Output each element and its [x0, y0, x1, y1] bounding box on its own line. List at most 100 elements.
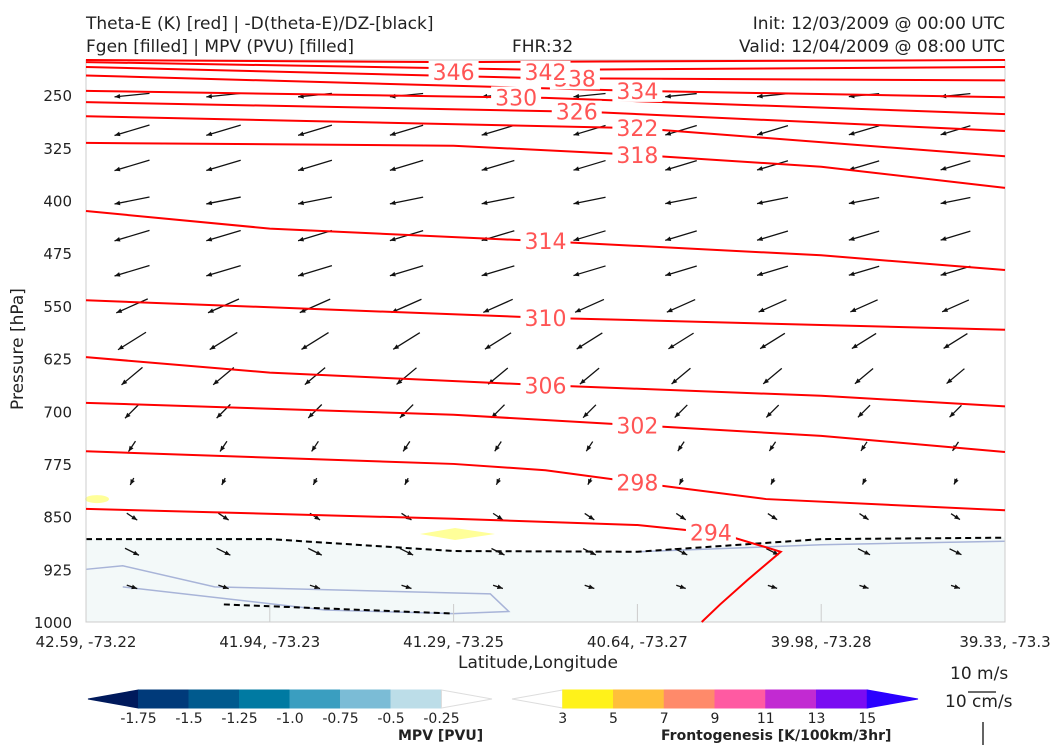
mpv-colorbar-swatch [188, 689, 240, 709]
mpv-colorbar-label: MPV [PVU] [398, 728, 484, 744]
wind-arrowhead [679, 584, 686, 589]
wind-arrowhead [313, 478, 318, 485]
wind-arrowhead [114, 94, 121, 99]
wind-vector [573, 230, 606, 242]
wind-arrowhead [942, 307, 949, 312]
mpv-colorbar-tick: -0.75 [322, 711, 358, 727]
y-tick-label: 775 [43, 456, 72, 474]
plot-frame [85, 59, 1006, 623]
dthetae-dz-contour [86, 536, 1006, 553]
wind-arrowhead [576, 344, 583, 350]
wind-vector [481, 196, 515, 205]
wind-arrowhead [404, 478, 410, 485]
wind-arrowhead [757, 131, 764, 136]
wind-arrowhead [857, 411, 864, 418]
wind-arrowhead [206, 93, 213, 99]
wind-arrowhead [862, 514, 869, 520]
wind-arrowhead [757, 271, 764, 277]
wind-vector [389, 124, 424, 136]
wind-arrowhead [314, 584, 321, 590]
theta-label-bg [428, 61, 479, 83]
wind-arrowhead [298, 166, 305, 172]
wind-arrowhead [389, 166, 396, 172]
wind-arrowhead [757, 200, 763, 205]
fgen-colorbar-tick: 3 [558, 711, 567, 727]
theta-label-bg [551, 100, 602, 123]
wind-arrowhead [483, 308, 490, 313]
fgen-colorbar-swatch [816, 689, 868, 709]
y-tick-label: 625 [43, 351, 72, 369]
wind-arrowhead [573, 93, 580, 99]
wind-vector [481, 159, 515, 171]
wind-vector [206, 159, 241, 172]
wind-arrowhead [389, 200, 396, 206]
wind-arrowhead [758, 307, 765, 313]
y-tick-label: 1000 [34, 614, 72, 632]
wind-vector [206, 196, 241, 205]
y-tick-label: 550 [43, 298, 72, 316]
x-tick-label: 39.33, -73.3 [959, 633, 1050, 651]
wind-arrowhead [770, 478, 776, 485]
mpv-fill-region [86, 537, 1005, 622]
wind-arrowhead [298, 271, 305, 277]
wind-arrowhead [220, 445, 226, 452]
title-left-1: Theta-E (K) [red] | -D(theta-E)/DZ-[blac… [86, 14, 434, 34]
wind-arrowhead [587, 478, 593, 485]
wind-arrowhead [298, 200, 304, 206]
wind-arrowhead [677, 445, 683, 452]
theta-e-label: 314 [525, 230, 567, 255]
wind-arrowhead [573, 271, 580, 277]
wind-arrowhead [666, 307, 673, 313]
wind-arrowhead [133, 550, 139, 556]
mpv-colorbar-tick: -1.75 [120, 711, 156, 727]
theta-label-bg [612, 79, 663, 102]
wind-arrowhead [481, 271, 488, 277]
fgen-colorbar-tick: 7 [660, 711, 669, 727]
y-tick-label: 475 [43, 245, 72, 263]
wind-vector [206, 124, 241, 137]
wind-arrowhead [118, 344, 124, 350]
wind-arrowhead [573, 166, 580, 171]
wind-arrowhead [298, 236, 305, 242]
wind-vector [297, 159, 333, 172]
wind-arrowhead [206, 200, 213, 206]
title-right-2: Valid: 12/04/2009 @ 08:00 UTC [739, 37, 1005, 57]
wind-arrowhead [399, 412, 406, 418]
wind-arrowhead [573, 200, 580, 205]
wind-arrowhead [114, 166, 121, 172]
fgen-colorbar-swatch [613, 689, 665, 709]
y-tick-label: 925 [43, 561, 72, 579]
theta-e-contour [85, 507, 783, 623]
wind-arrowhead [850, 307, 857, 312]
y-tick-label: 325 [43, 140, 72, 158]
mpv-colorbar-swatch [289, 689, 341, 709]
wind-arrowhead [848, 271, 855, 276]
theta-e-label: 318 [616, 144, 658, 169]
wind-arrowhead [851, 343, 858, 349]
wind-arrowhead [679, 514, 686, 520]
wind-vector [115, 298, 149, 314]
wind-arrowhead [389, 236, 396, 242]
wind-arrowhead [681, 550, 688, 555]
ref-vector-cms: 10 cm/s [945, 692, 1013, 712]
wind-arrowhead [130, 479, 135, 485]
y-axis-label: Pressure [hPa] [8, 288, 28, 410]
wind-arrowhead [221, 478, 227, 485]
wind-arrowhead [946, 378, 953, 384]
wind-vector [114, 124, 150, 137]
wind-arrowhead [121, 379, 128, 385]
wind-arrowhead [497, 514, 503, 520]
fgen-colorbar-label: Frontogenesis [K/100km/3hr] [661, 728, 892, 744]
wind-arrowhead [125, 412, 131, 419]
wind-arrowhead [665, 93, 671, 99]
wind-arrowhead [311, 445, 317, 452]
wind-arrowhead [116, 308, 123, 313]
wind-arrowhead [575, 307, 582, 313]
wind-arrowhead [498, 550, 505, 556]
wind-arrowhead [206, 236, 213, 242]
wind-arrowhead [589, 550, 596, 555]
fgen-colorbar-swatch [511, 689, 564, 709]
theta-label-bg [612, 471, 663, 494]
theta-label-bg [612, 414, 663, 437]
